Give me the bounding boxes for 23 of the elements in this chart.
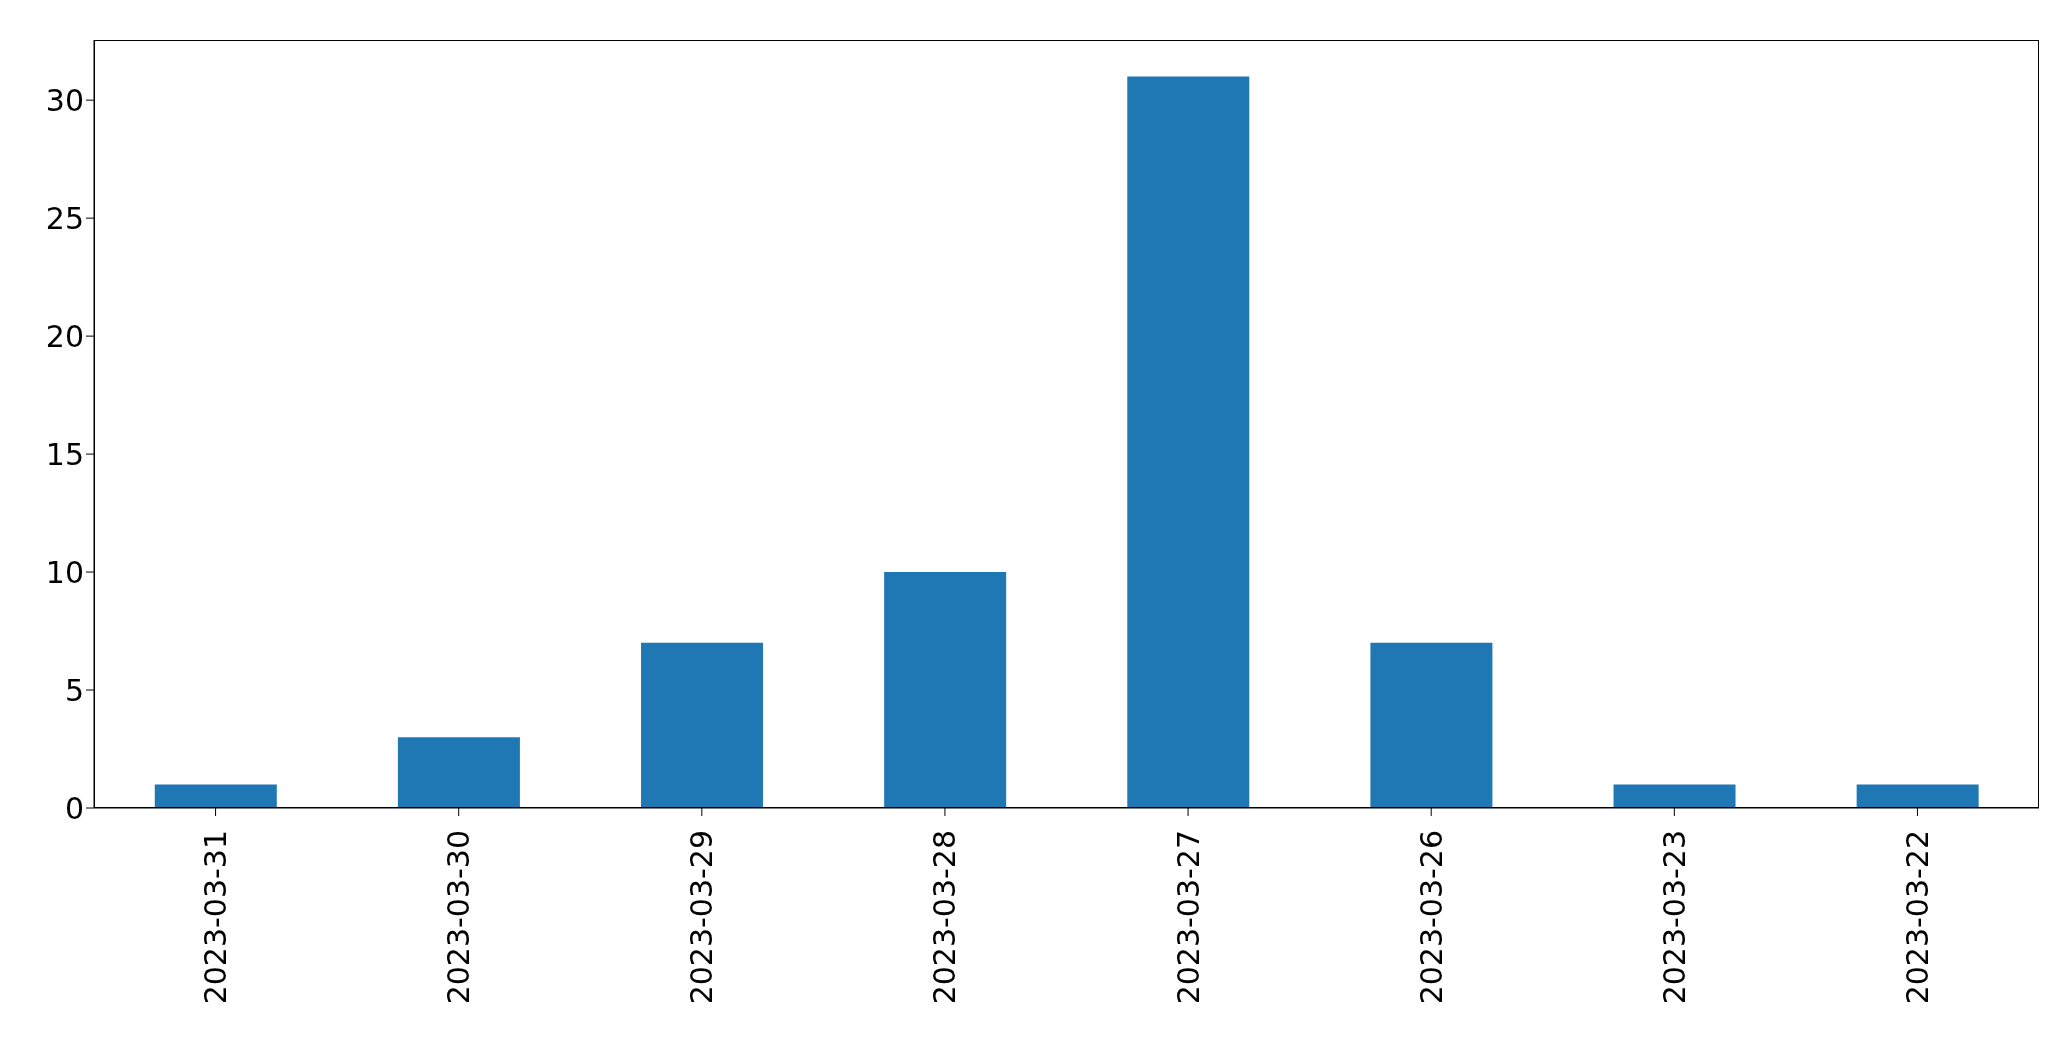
x-tick-label: 2023-03-30 — [441, 830, 477, 1005]
bar — [1370, 642, 1493, 808]
bar — [884, 572, 1007, 808]
y-tick-label: 15 — [45, 436, 84, 472]
x-tick-label: 2023-03-22 — [1899, 830, 1935, 1005]
y-tick-label: 0 — [64, 790, 84, 826]
y-tick-label: 25 — [45, 200, 84, 236]
x-tick-label: 2023-03-28 — [927, 830, 963, 1005]
bar — [397, 737, 520, 808]
bar — [1856, 784, 1979, 808]
x-tick-label: 2023-03-23 — [1656, 830, 1692, 1005]
x-tick-label: 2023-03-31 — [198, 830, 234, 1005]
y-tick-label: 30 — [45, 82, 84, 118]
y-tick-label: 10 — [45, 554, 84, 590]
bar — [154, 784, 277, 808]
x-tick-label: 2023-03-26 — [1413, 830, 1449, 1005]
y-tick-label: 5 — [64, 672, 84, 708]
y-tick-label: 20 — [45, 318, 84, 354]
x-tick-label: 2023-03-27 — [1170, 830, 1206, 1005]
bar — [1127, 76, 1250, 808]
bar — [1613, 784, 1736, 808]
x-tick-label: 2023-03-29 — [684, 830, 720, 1005]
bar — [641, 642, 764, 808]
